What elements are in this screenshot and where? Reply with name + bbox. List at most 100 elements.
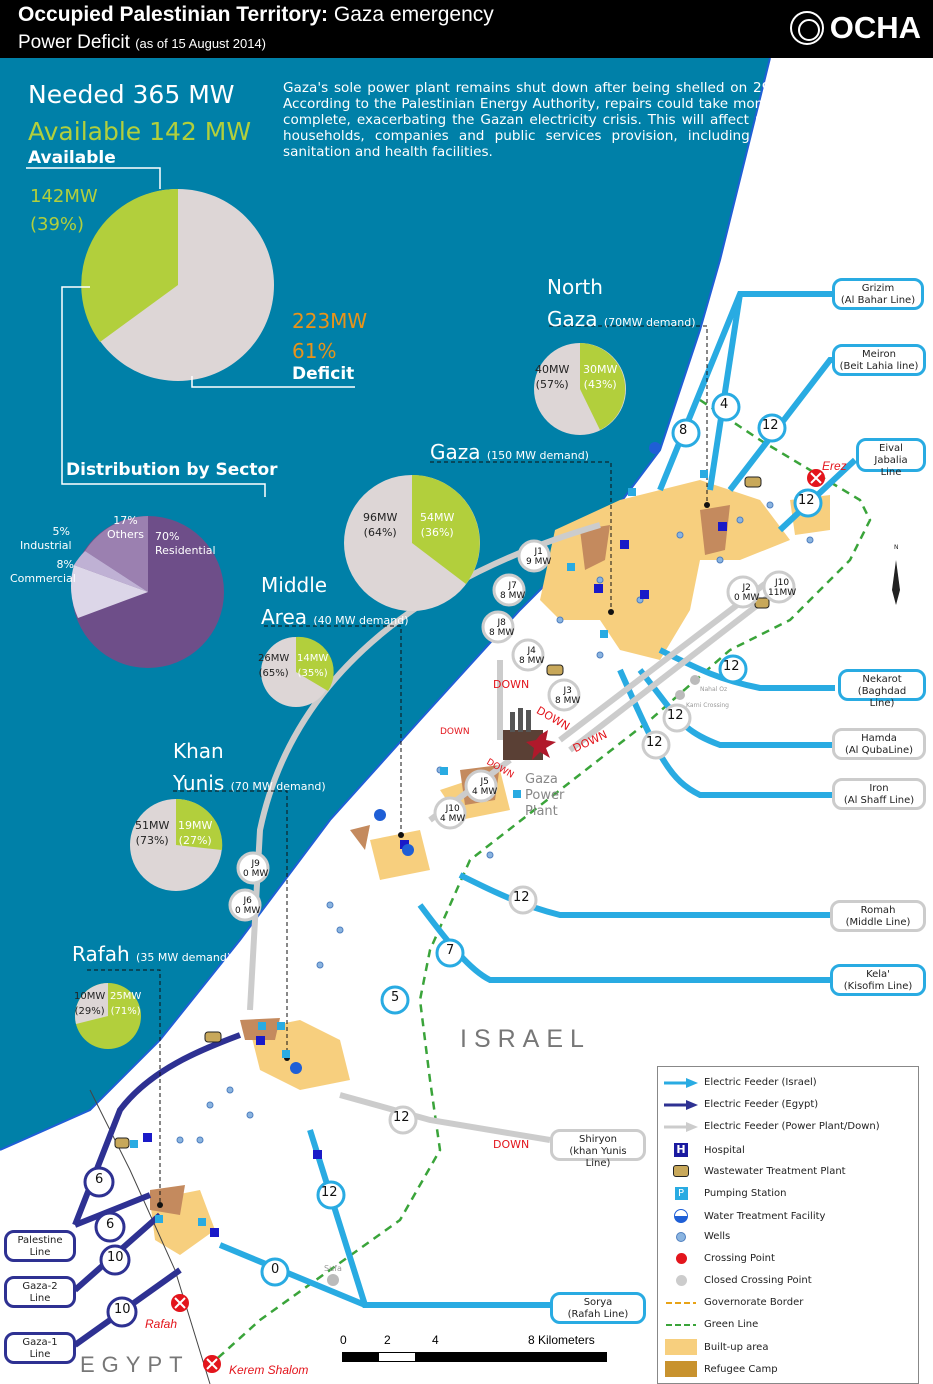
legend-item: Governorate Border [658, 1297, 803, 1308]
junction-j10-north: J10 11MW [768, 578, 797, 598]
gaza-available: 54MW (36%) [420, 511, 455, 539]
map-legend: Electric Feeder (Israel) Electric Feeder… [657, 1066, 919, 1384]
north-gaza-pie [534, 343, 626, 435]
karni-crossing-icon [675, 690, 685, 700]
mw-badge-12-iron: 12 [646, 735, 663, 750]
junction-j4: J4 8 MW [519, 646, 545, 666]
mw-badge [388, 1105, 418, 1135]
mw-badge-0: 0 [271, 1262, 280, 1277]
map-subtitle: Power Deficit (as of 15 August 2014) [18, 32, 267, 53]
feeder-israel-arrow-icon [658, 1077, 704, 1088]
legend-item: Electric Feeder (Israel) [658, 1077, 817, 1088]
mw-badge-12-shiryon: 12 [393, 1110, 410, 1125]
north-gaza-title: North Gaza (70MW demand) [547, 275, 696, 331]
mw-badge [83, 1166, 115, 1198]
mw-badge-7-kela: 7 [446, 943, 455, 958]
legend-item: Water Treatment Facility [658, 1209, 825, 1223]
feeder-down-arrow-icon [658, 1121, 704, 1132]
khan-yunis-available: 19MW (27%) [178, 819, 213, 847]
mw-badge [641, 730, 671, 760]
mw-badge-4: 4 [720, 397, 729, 412]
erez-crossing-icon [807, 469, 825, 487]
middle-area-deficit: 26MW (65%) [258, 653, 290, 679]
erez-label: Erez [822, 459, 847, 473]
mw-badge [380, 985, 410, 1015]
mw-badge [711, 392, 741, 422]
feeder-palestine: Palestine Line [4, 1230, 76, 1262]
commercial-label: 8% Commercial [10, 558, 76, 585]
junction-j6: J6 0 MW [235, 896, 261, 916]
down-label: DOWN [440, 727, 470, 737]
junction-j10-south: J10 4 MW [440, 804, 466, 824]
feeder-egypt-arrow-icon [658, 1099, 704, 1110]
legend-item: Wells [658, 1231, 730, 1242]
feeder-romah: Romah (Middle Line) [830, 900, 926, 932]
north-gaza-available: 30MW (43%) [583, 363, 618, 391]
sufa-crossing-icon [327, 1274, 339, 1286]
rafah-crossing-icon [171, 1294, 189, 1312]
water-treatment-facilities [290, 442, 661, 1074]
mw-badge-12-nekarot: 12 [723, 659, 740, 674]
hospitals [143, 522, 727, 1237]
middle-area-title: Middle Area (40 MW demand) [261, 573, 409, 629]
rafah-title: Rafah (35 MW demand) [72, 942, 232, 966]
mw-badge [94, 1211, 126, 1243]
feeder-eival: Eival Jabalia Line [856, 438, 926, 478]
nahal-oz-crossing-icon [690, 675, 700, 685]
pumping-stations [130, 470, 708, 1226]
karni-label: Karni Crossing [686, 702, 729, 709]
feeder-nekarot: Nekarot (Baghdad Line) [838, 669, 926, 709]
legend-item: P Pumping Station [658, 1187, 786, 1200]
nahal-oz-label: Nahal Oz [700, 686, 728, 693]
mw-badge-12-eival: 12 [798, 493, 815, 508]
mw-badge [260, 1257, 290, 1287]
legend-item: Electric Feeder (Power Plant/Down) [658, 1121, 880, 1132]
mw-badge-6b: 6 [106, 1217, 115, 1232]
mw-badge [718, 654, 748, 684]
legend-item: Electric Feeder (Egypt) [658, 1099, 818, 1110]
deficit-label: Deficit [292, 364, 355, 384]
crossing-point-icon [658, 1253, 704, 1264]
middle-area-available: 14MW (35%) [297, 653, 329, 679]
kerem-shalom-crossing-icon [203, 1355, 221, 1373]
gaza-pie [344, 475, 480, 611]
feeder-meiron: Meiron (Beit Lahia line) [832, 344, 926, 376]
north-arrow-icon [892, 560, 900, 605]
pumping-station-icon: P [658, 1187, 704, 1200]
closed-crossing-icon [658, 1275, 704, 1286]
feeder-hamda: Hamda (Al QubaLine) [832, 728, 926, 760]
junction-j5: J5 4 MW [472, 777, 498, 797]
middle-area-pie [261, 636, 334, 707]
others-label: 17% Others [107, 514, 144, 541]
mw-badge [662, 703, 692, 733]
mw-badge [757, 413, 787, 443]
down-label: DOWN [493, 1138, 530, 1151]
residential-label: 70% Residential [155, 530, 216, 557]
khan-yunis-pie [130, 798, 223, 891]
mw-badge [435, 938, 465, 968]
refugee-camp-icon [658, 1361, 704, 1377]
wastewater-plants [114, 476, 770, 1149]
rafah-available: 25MW (71%) [110, 991, 142, 1017]
feeder-kela: Kela' (Kisofim Line) [830, 964, 926, 996]
mw-badge-10a: 10 [107, 1250, 124, 1265]
sufa-label: Sufa [324, 1264, 342, 1273]
khan-yunis-title: Khan Yunis (70 MW demand) [173, 739, 326, 795]
intro-paragraph: Gaza's sole power plant remains shut dow… [283, 80, 803, 160]
ocha-logo: OCHA [789, 10, 921, 46]
junction-j8: J8 8 MW [489, 618, 515, 638]
mw-badge [99, 1244, 131, 1276]
mw-badge-6a: 6 [95, 1172, 104, 1187]
power-plant-label: Gaza Power Plant [525, 772, 565, 819]
main-pie [81, 188, 274, 381]
mw-badge [671, 418, 701, 448]
mw-badge-10b: 10 [114, 1302, 131, 1317]
deficit-value: 223MW 61% [292, 309, 368, 363]
legend-item: Crossing Point [658, 1253, 775, 1264]
available-value: 142MW (39%) [30, 186, 98, 235]
junction-j1: J1 9 MW [526, 547, 552, 567]
well-icon [658, 1231, 704, 1242]
junction-j7: J7 8 MW [500, 581, 526, 601]
available-label: Available [28, 148, 116, 168]
scale-bar [342, 1352, 607, 1362]
